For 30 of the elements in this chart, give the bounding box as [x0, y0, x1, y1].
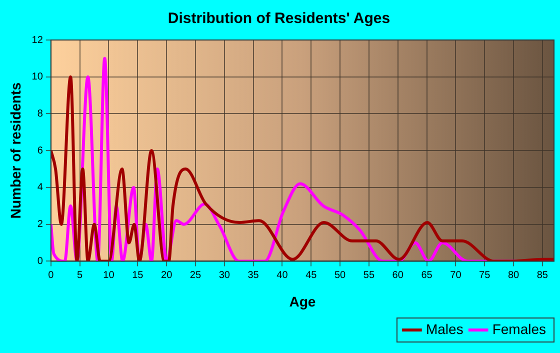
x-tick-label: 15	[132, 270, 144, 281]
x-tick-label: 0	[48, 270, 54, 281]
x-tick-label: 45	[306, 270, 318, 281]
x-tick-label: 30	[218, 270, 230, 281]
x-tick-label: 60	[392, 270, 404, 281]
x-tick-label: 80	[508, 270, 520, 281]
y-tick-label: 12	[32, 34, 44, 46]
y-axis-title: Number of residents	[7, 82, 24, 219]
x-tick-label: 85	[536, 270, 548, 281]
y-tick-label: 2	[37, 219, 44, 230]
y-tick-label: 10	[32, 72, 44, 83]
x-tick-label: 75	[479, 270, 491, 281]
y-tick-label: 4	[37, 182, 44, 194]
y-tick-label: 6	[37, 145, 44, 156]
chart-title: Distribution of Residents' Ages	[168, 10, 390, 28]
y-tick-label: 0	[37, 256, 44, 267]
x-tick-label: 40	[276, 270, 288, 281]
legend-label: Females	[492, 320, 546, 337]
x-tick-label: 50	[334, 270, 346, 281]
x-axis-title: Age	[289, 293, 316, 310]
y-tick-label: 8	[37, 108, 44, 120]
x-tick-label: 65	[421, 270, 433, 281]
x-tick-label: 20	[161, 270, 173, 281]
x-tick-label: 25	[190, 270, 202, 281]
x-tick-label: 55	[363, 270, 375, 281]
x-tick-label: 5	[77, 270, 84, 281]
x-tick-label: 10	[103, 270, 115, 281]
x-tick-label: 70	[450, 270, 462, 281]
legend-label: Males	[426, 320, 464, 337]
x-tick-label: 35	[248, 270, 260, 281]
